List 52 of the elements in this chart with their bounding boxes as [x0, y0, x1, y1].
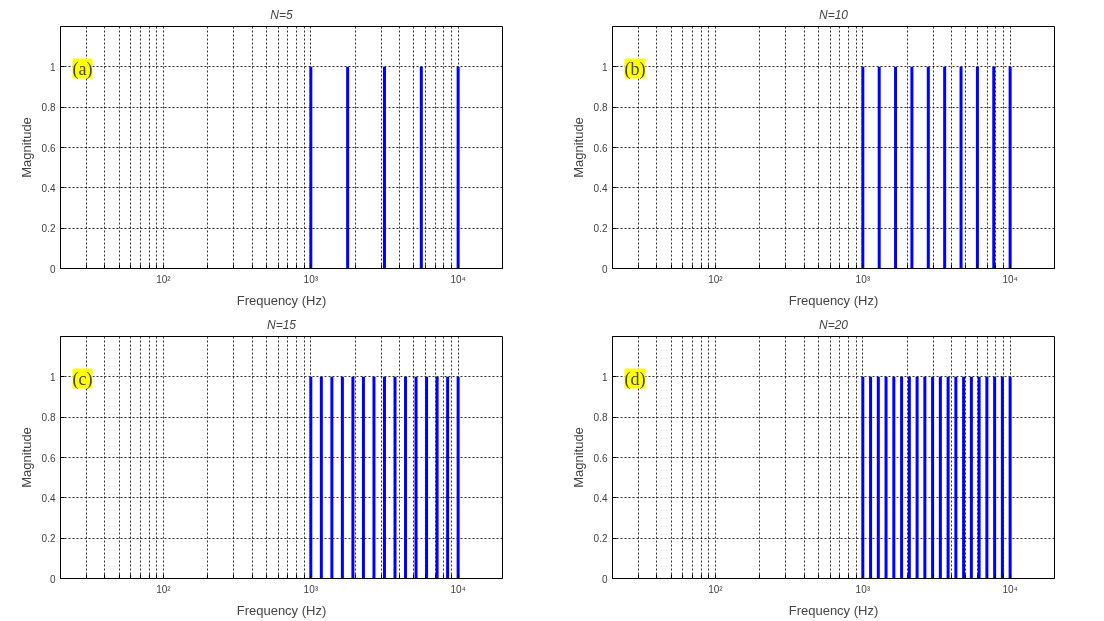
x-tick-label: 10⁴ [450, 583, 466, 595]
annotation: (a) [72, 58, 93, 80]
y-tick-label: 1 [601, 61, 608, 73]
y-axis-title: Magnitude [570, 117, 586, 178]
x-axis-title: Frequency (Hz) [788, 292, 879, 308]
x-tick-label: 10³ [303, 583, 319, 595]
y-tick-label: 0.8 [593, 412, 608, 424]
x-axis-title: Frequency (Hz) [236, 292, 327, 308]
x-tick-label: 10² [156, 583, 172, 595]
x-tick-label: 10⁴ [450, 273, 466, 285]
y-tick-label: 0.6 [41, 142, 56, 154]
y-tick-label: 0.8 [41, 102, 56, 114]
annotation: (d) [624, 368, 646, 390]
y-axis-title: Magnitude [18, 427, 34, 488]
y-tick-label: 0.2 [593, 223, 608, 235]
y-axis-title: Magnitude [570, 427, 586, 488]
y-tick-label: 0 [601, 573, 608, 585]
x-axis-title: Frequency (Hz) [236, 602, 327, 618]
x-tick-label: 10² [708, 583, 724, 595]
y-axis-title: Magnitude [18, 117, 34, 178]
y-tick-label: 0.8 [41, 412, 56, 424]
y-tick-label: 0.4 [41, 182, 56, 194]
annotation: (b) [624, 58, 646, 80]
x-tick-label: 10² [156, 273, 172, 285]
y-tick-label: 1 [49, 371, 56, 383]
y-tick-label: 0.6 [593, 142, 608, 154]
x-tick-label: 10³ [855, 273, 871, 285]
x-tick-label: 10³ [303, 273, 319, 285]
y-tick-label: 0.8 [593, 102, 608, 114]
y-tick-label: 0 [49, 573, 56, 585]
y-tick-label: 0.4 [41, 492, 56, 504]
y-tick-label: 1 [49, 61, 56, 73]
y-tick-label: 0.2 [593, 533, 608, 545]
x-tick-label: 10³ [855, 583, 871, 595]
chart-title: N=10 [818, 7, 849, 22]
y-tick-label: 0.4 [593, 182, 608, 194]
x-tick-label: 10⁴ [1002, 273, 1018, 285]
y-tick-label: 0.6 [593, 452, 608, 464]
y-tick-label: 0.4 [593, 492, 608, 504]
x-tick-label: 10⁴ [1002, 583, 1018, 595]
y-tick-label: 1 [601, 371, 608, 383]
chart-title: N=20 [818, 317, 849, 332]
y-tick-label: 0 [49, 263, 56, 275]
y-tick-label: 0 [601, 263, 608, 275]
chart-title: N=15 [266, 317, 297, 332]
y-tick-label: 0.2 [41, 223, 56, 235]
chart-title: N=5 [270, 7, 293, 22]
y-tick-label: 0.2 [41, 533, 56, 545]
y-tick-label: 0.6 [41, 452, 56, 464]
annotation: (c) [72, 368, 93, 390]
x-axis-title: Frequency (Hz) [788, 602, 879, 618]
x-tick-label: 10² [708, 273, 724, 285]
